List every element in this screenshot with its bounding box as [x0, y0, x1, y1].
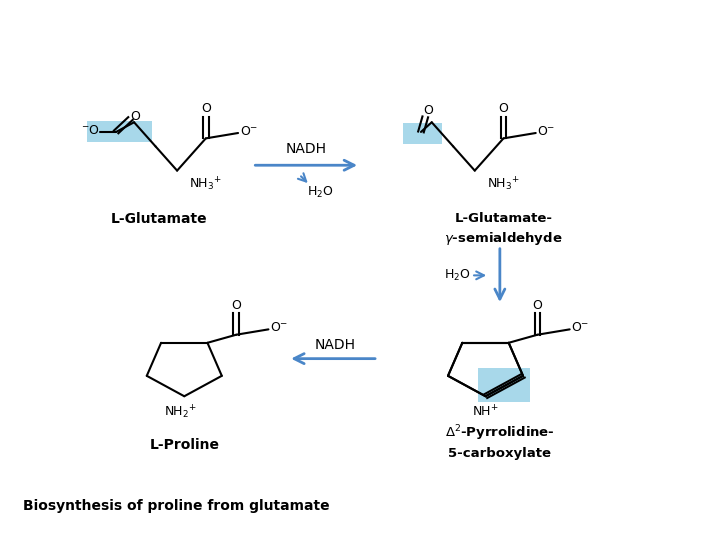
Text: O: O: [231, 299, 241, 312]
Text: Biosynthesis of proline from glutamate: Biosynthesis of proline from glutamate: [23, 500, 330, 514]
Text: O: O: [533, 299, 542, 312]
Text: NH$^{+}$: NH$^{+}$: [472, 404, 499, 420]
Text: $\Delta^2$-Pyrrolidine-
5-carboxylate: $\Delta^2$-Pyrrolidine- 5-carboxylate: [445, 423, 555, 460]
Bar: [403, 123, 443, 144]
Text: O$^{-}$: O$^{-}$: [270, 321, 288, 334]
Text: O: O: [423, 104, 433, 117]
Text: $^{-}$O: $^{-}$O: [81, 124, 100, 137]
Text: H$_2$O: H$_2$O: [307, 185, 334, 200]
Bar: [87, 121, 152, 141]
Text: NADH: NADH: [286, 142, 327, 156]
Text: L-Glutamate-
$\gamma$-semialdehyde: L-Glutamate- $\gamma$-semialdehyde: [444, 212, 563, 247]
Text: NH$_3$$^{+}$: NH$_3$$^{+}$: [487, 176, 520, 193]
Text: H$_2$O: H$_2$O: [444, 268, 470, 283]
Text: O$^{-}$: O$^{-}$: [537, 125, 556, 138]
Text: O$^{-}$: O$^{-}$: [240, 125, 258, 138]
Text: O: O: [201, 103, 211, 116]
Text: NH$_3$$^{+}$: NH$_3$$^{+}$: [189, 176, 222, 193]
Text: NH$_2$$^{+}$: NH$_2$$^{+}$: [164, 404, 197, 421]
Text: L-Proline: L-Proline: [149, 437, 220, 451]
Text: O$^{-}$: O$^{-}$: [571, 321, 590, 334]
Text: O: O: [130, 110, 140, 124]
Bar: [478, 368, 530, 402]
Text: NADH: NADH: [315, 338, 356, 352]
Text: L-Glutamate: L-Glutamate: [111, 212, 207, 226]
Text: O: O: [498, 103, 508, 116]
